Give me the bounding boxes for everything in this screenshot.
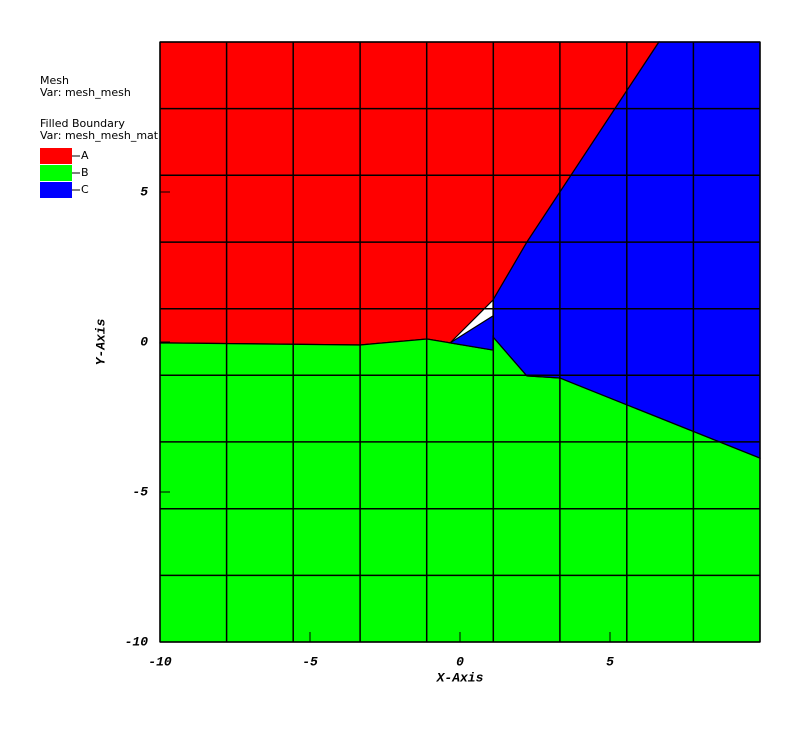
y-tick-label: 0 (140, 334, 148, 349)
x-tick-label: 0 (456, 654, 464, 669)
y-axis-title: Y-Axis (93, 318, 108, 365)
legend-swatch (40, 148, 72, 164)
legend-title: Filled Boundary (40, 117, 125, 130)
x-axis-title: X-Axis (436, 670, 484, 685)
legend-swatch (40, 165, 72, 181)
legend-label: C (81, 183, 89, 196)
x-tick-label: 5 (606, 654, 614, 669)
x-tick-label: -5 (302, 654, 318, 669)
legend-var: Var: mesh_mesh_mat (40, 129, 159, 142)
y-tick-label: 5 (140, 184, 148, 199)
legend-title: Mesh (40, 74, 69, 87)
legend-label: A (81, 149, 89, 162)
y-tick-label: -5 (132, 484, 148, 499)
legend-swatch (40, 182, 72, 198)
legend-label: B (81, 166, 89, 179)
x-tick-label: -10 (148, 654, 172, 669)
y-tick-label: -10 (125, 634, 149, 649)
legend-var: Var: mesh_mesh (40, 86, 131, 99)
